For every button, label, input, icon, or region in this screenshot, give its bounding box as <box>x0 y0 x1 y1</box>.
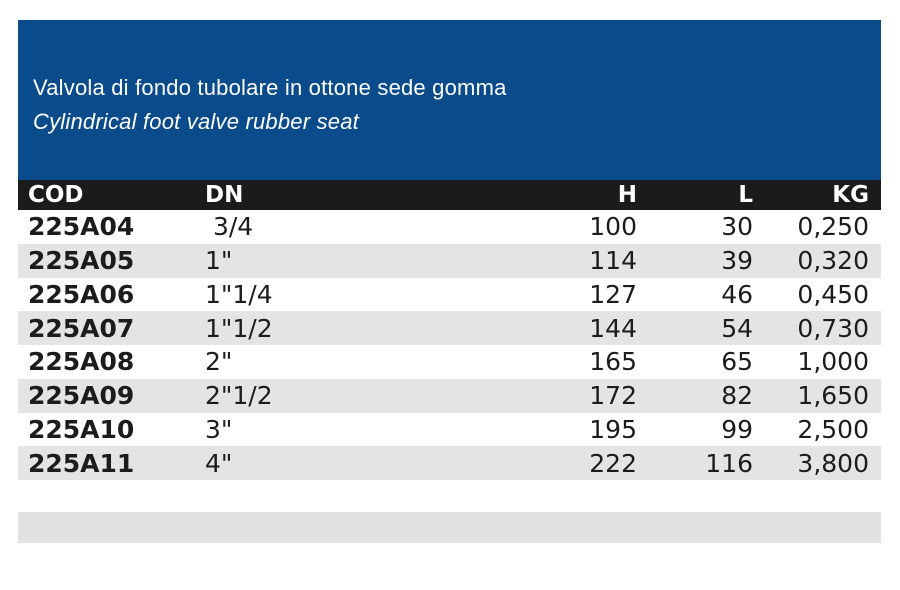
dn-cell: 2"1/2 <box>205 381 273 411</box>
h-cell: 100 <box>589 212 637 242</box>
dn-cell: 3/4 <box>205 212 254 242</box>
l-cell: 39 <box>721 246 753 276</box>
l-cell: 99 <box>721 414 753 444</box>
cod-cell: 225A09 <box>28 381 135 411</box>
kg-cell: 3,800 <box>797 448 869 478</box>
table-header-row: COD DN H L KG <box>18 180 881 210</box>
l-cell: 30 <box>721 212 753 242</box>
dn-cell: 1"1/4 <box>205 279 273 309</box>
cod-cell: 225A05 <box>28 246 135 276</box>
kg-cell: 0,250 <box>797 212 869 242</box>
table-row: 225A04 3/4 100 30 0,250 <box>18 210 881 244</box>
column-header-h: H <box>617 182 637 208</box>
l-cell: 54 <box>721 313 753 343</box>
table-row: 225A09 2"1/2 172 82 1,650 <box>18 378 881 413</box>
table-row: 225A07 1"1/2 144 54 0,730 <box>18 311 881 345</box>
h-cell: 144 <box>589 313 637 343</box>
column-header-cod: COD <box>28 182 84 208</box>
cod-cell: 225A11 <box>28 448 135 478</box>
l-cell: 65 <box>721 347 753 377</box>
cod-cell: 225A06 <box>28 279 135 309</box>
table-row: 225A10 3" 195 99 2,500 <box>18 412 881 447</box>
kg-cell: 0,450 <box>797 279 869 309</box>
h-cell: 222 <box>589 448 637 478</box>
kg-cell: 0,730 <box>797 313 869 343</box>
kg-cell: 1,000 <box>797 347 869 377</box>
column-header-l: L <box>738 182 753 208</box>
h-cell: 172 <box>589 381 637 411</box>
dn-cell: 2" <box>205 347 233 377</box>
cod-cell: 225A08 <box>28 347 135 377</box>
column-header-kg: KG <box>832 182 869 208</box>
dn-cell: 4" <box>205 448 233 478</box>
l-cell: 82 <box>721 381 753 411</box>
table-row: 225A05 1" 114 39 0,320 <box>18 243 881 278</box>
cod-cell: 225A10 <box>28 414 135 444</box>
table-row: 225A06 1"1/4 127 46 0,450 <box>18 277 881 312</box>
product-title-english: Cylindrical foot valve rubber seat <box>33 109 359 134</box>
spec-table: COD DN H L KG 225A04 3/4 100 30 0,250 22… <box>18 180 881 480</box>
cod-cell: 225A04 <box>28 212 135 242</box>
h-cell: 127 <box>589 279 637 309</box>
table-row: 225A11 4" 222 116 3,800 <box>18 446 881 480</box>
dn-cell: 1"1/2 <box>205 313 273 343</box>
h-cell: 114 <box>589 246 637 276</box>
kg-cell: 2,500 <box>797 414 869 444</box>
column-header-dn: DN <box>205 182 244 208</box>
dn-cell: 3" <box>205 414 233 444</box>
h-cell: 195 <box>589 414 637 444</box>
catalog-sheet: Valvola di fondo tubolare in ottone sede… <box>18 20 881 543</box>
kg-cell: 1,650 <box>797 381 869 411</box>
footer-bar <box>18 512 881 543</box>
product-header: Valvola di fondo tubolare in ottone sede… <box>18 20 881 180</box>
l-cell: 116 <box>705 448 753 478</box>
cod-cell: 225A07 <box>28 313 135 343</box>
h-cell: 165 <box>589 347 637 377</box>
l-cell: 46 <box>721 279 753 309</box>
product-title-italian: Valvola di fondo tubolare in ottone sede… <box>33 75 507 100</box>
table-row: 225A08 2" 165 65 1,000 <box>18 345 881 379</box>
kg-cell: 0,320 <box>797 246 869 276</box>
dn-cell: 1" <box>205 246 233 276</box>
